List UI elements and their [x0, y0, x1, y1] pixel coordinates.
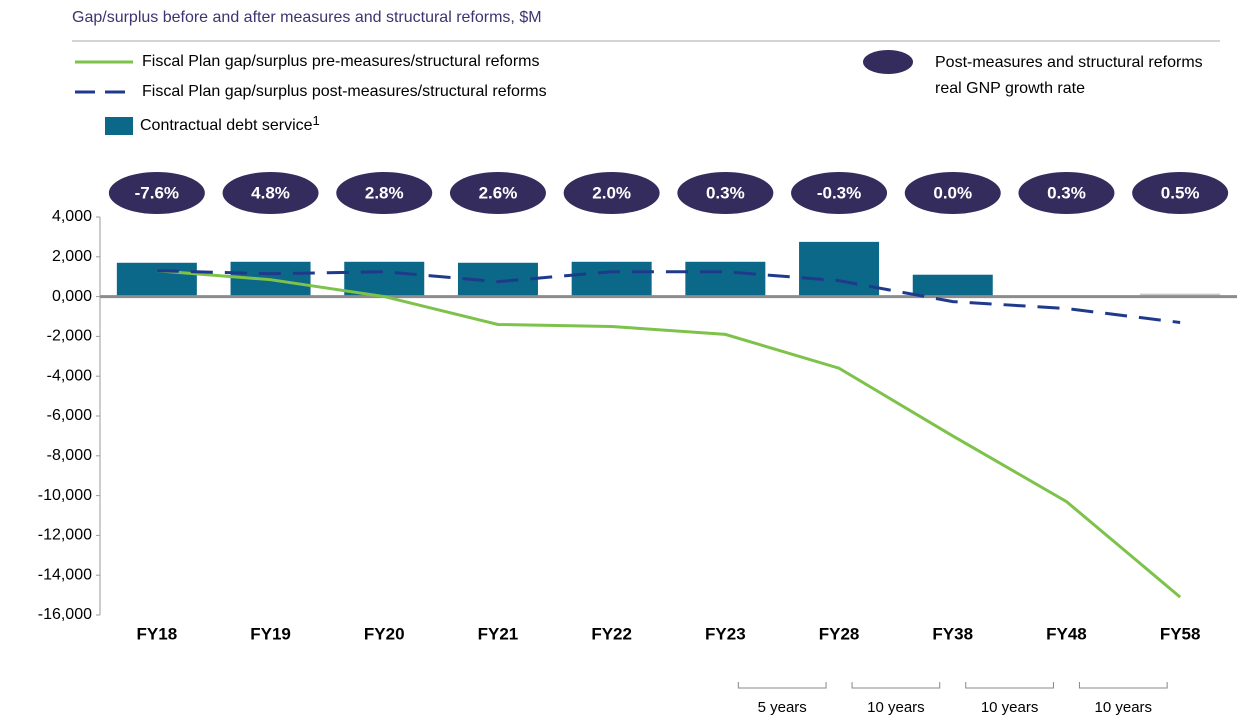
bar: [685, 261, 766, 297]
growth-label: 0.0%: [933, 183, 972, 202]
period-label: 10 years: [867, 699, 925, 716]
period-label: 10 years: [981, 699, 1039, 716]
y-tick-label: -14,000: [38, 566, 92, 583]
growth-badge: [1018, 172, 1115, 214]
bar: [799, 241, 880, 297]
y-tick-label: 4,000: [52, 208, 92, 225]
y-tick-label: -16,000: [38, 606, 92, 623]
growth-badge: [904, 172, 1001, 214]
growth-label: 0.5%: [1161, 183, 1200, 202]
chart-title: Gap/surplus before and after measures an…: [72, 9, 542, 26]
footnote-marker: 1: [313, 113, 320, 128]
y-tick-label: -2,000: [47, 328, 92, 345]
legend-label: Fiscal Plan gap/surplus post-measures/st…: [142, 83, 547, 100]
growth-label: 0.3%: [706, 183, 745, 202]
growth-badge: [222, 172, 319, 214]
x-tick-label: FY48: [1046, 624, 1087, 643]
period-bracket: [965, 682, 1054, 689]
legend-label: Fiscal Plan gap/surplus pre-measures/str…: [142, 53, 539, 70]
growth-label: -7.6%: [135, 183, 179, 202]
growth-badge: [1132, 172, 1229, 214]
period-label: 10 years: [1095, 699, 1153, 716]
growth-badge: [563, 172, 660, 214]
x-tick-label: FY21: [478, 624, 519, 643]
x-tick-label: FY28: [819, 624, 860, 643]
y-tick-label: 2,000: [52, 248, 92, 265]
period-bracket: [1078, 682, 1168, 689]
growth-badge: [336, 172, 433, 214]
x-tick-label: FY38: [932, 624, 973, 643]
growth-label: 2.8%: [365, 183, 404, 202]
period-bracket: [737, 682, 827, 689]
period-label: 5 years: [758, 699, 807, 716]
growth-label: 2.0%: [592, 183, 631, 202]
growth-label: -0.3%: [817, 183, 861, 202]
bar: [571, 261, 652, 297]
line: [156, 269, 1182, 599]
y-tick-label: 0,000: [52, 288, 92, 305]
growth-label: 2.6%: [479, 183, 518, 202]
growth-label: 0.3%: [1047, 183, 1086, 202]
x-tick-label: FY18: [137, 624, 178, 643]
growth-label: 4.8%: [251, 183, 290, 202]
y-tick-label: -8,000: [47, 447, 92, 464]
x-tick-label: FY19: [250, 624, 291, 643]
y-tick-label: -6,000: [47, 407, 92, 424]
legend-label: Post-measures and structural reforms rea…: [935, 54, 1203, 97]
legend-swatch: [105, 117, 133, 135]
growth-badge: [449, 172, 546, 214]
growth-badge: [791, 172, 888, 214]
bar: [912, 274, 993, 297]
y-tick-label: -10,000: [38, 487, 92, 504]
period-bracket: [851, 682, 941, 689]
legend-text: Contractual debt service: [140, 117, 313, 134]
x-tick-label: FY58: [1160, 624, 1201, 643]
legend-label: Contractual debt service1: [140, 113, 320, 134]
growth-badge: [108, 172, 205, 214]
legend-swatch: [863, 50, 913, 74]
bar: [116, 262, 197, 297]
y-tick-label: -12,000: [38, 527, 92, 544]
y-tick-label: -4,000: [47, 367, 92, 384]
dashed-line: [156, 269, 1181, 324]
growth-badge: [677, 172, 774, 214]
bar: [344, 261, 425, 297]
x-tick-label: FY22: [591, 624, 632, 643]
x-tick-label: FY23: [705, 624, 746, 643]
x-tick-label: FY20: [364, 624, 405, 643]
